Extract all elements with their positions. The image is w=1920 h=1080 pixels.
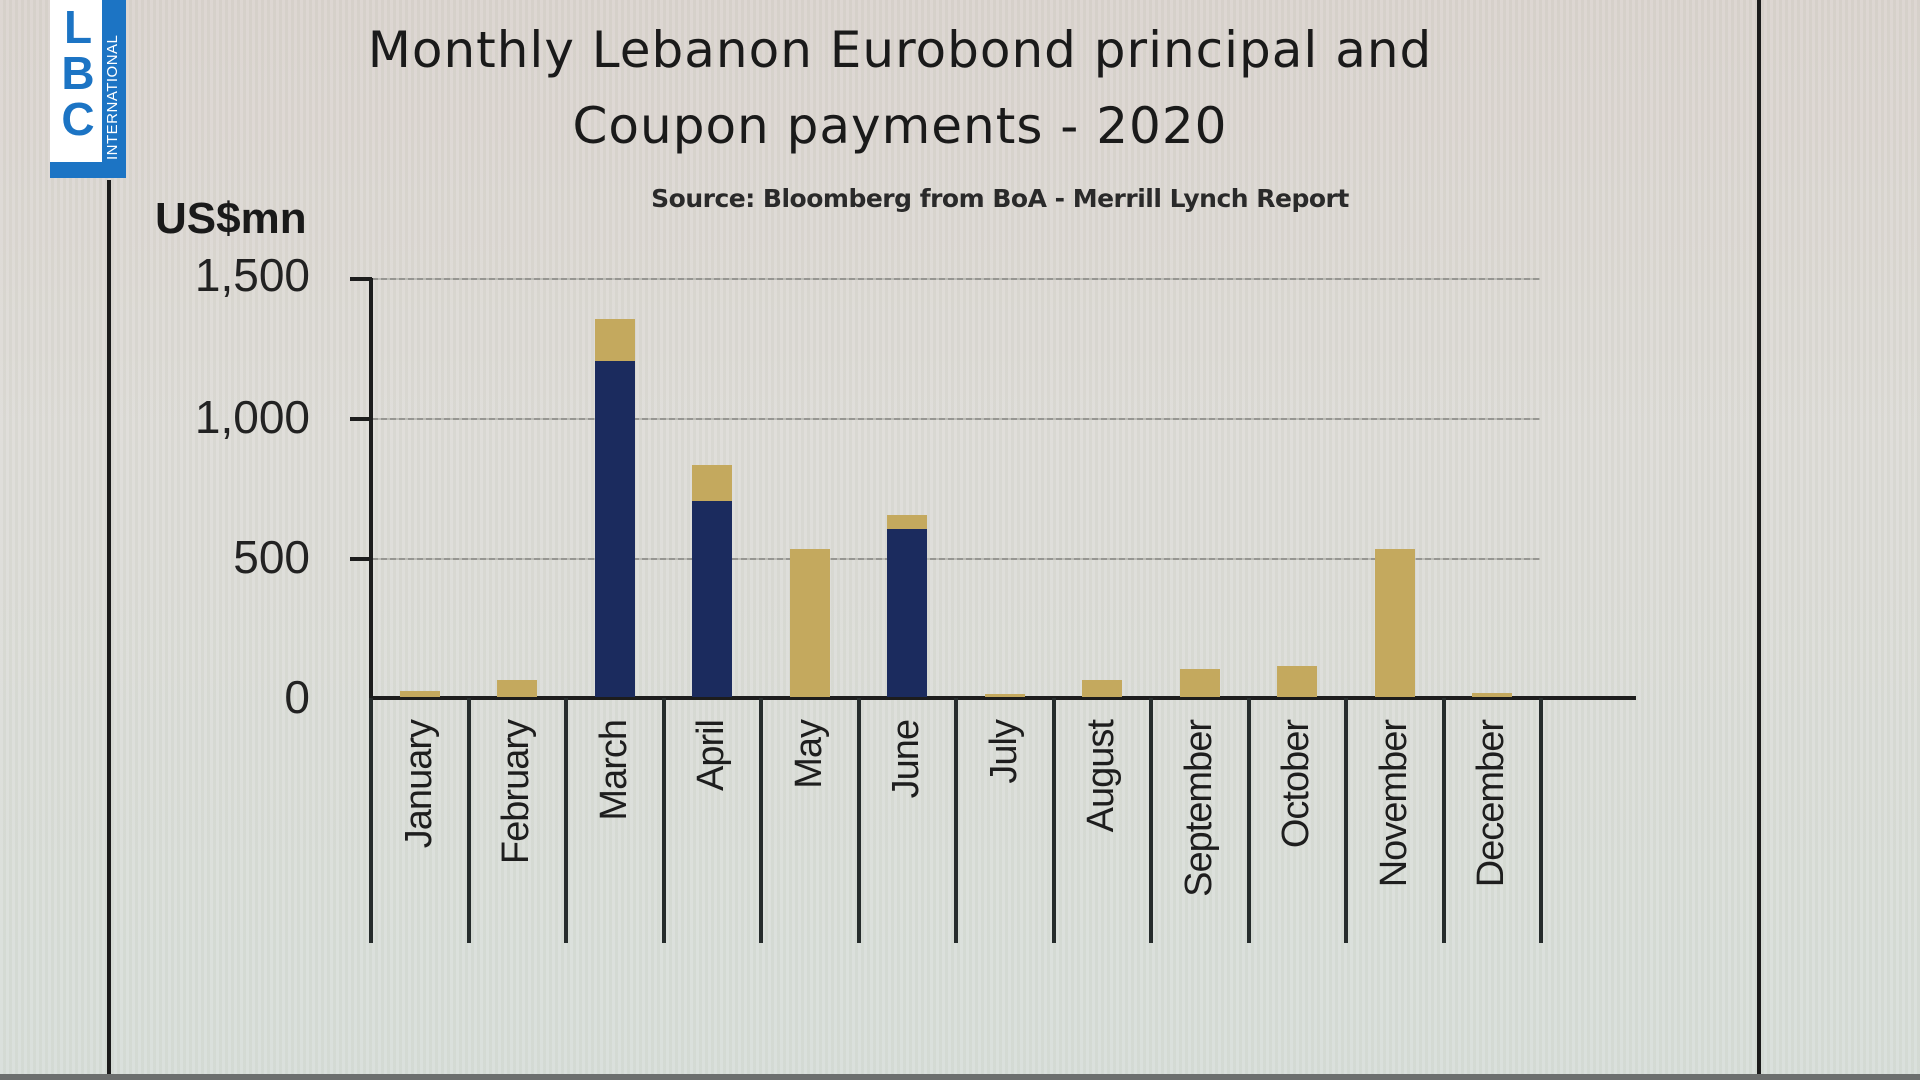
y-tick-mark [350, 417, 372, 421]
x-axis [369, 696, 1636, 700]
bar-september [1179, 669, 1220, 697]
bar-segment-coupon [399, 691, 440, 697]
bar-july [984, 694, 1025, 697]
category-separator [954, 698, 958, 943]
category-separator [1149, 698, 1153, 943]
category-separator [759, 698, 763, 943]
logo-white-panel [50, 0, 102, 162]
monitor-frame-left [107, 180, 111, 1080]
bar-december [1472, 692, 1513, 697]
category-separator [1441, 698, 1446, 943]
bar-segment-coupon [1179, 669, 1220, 697]
category-separator [661, 698, 666, 943]
monitor-frame-right [1757, 0, 1761, 1080]
bar-february [497, 680, 538, 697]
y-tick-label: 0 [284, 671, 310, 723]
logo-blue-strip [102, 0, 126, 178]
gridline-1000 [372, 418, 1540, 420]
y-tick-mark [350, 557, 372, 561]
bar-april [692, 464, 733, 697]
bar-march [594, 319, 635, 697]
y-tick-mark [350, 277, 372, 281]
monitor-frame-bottom [0, 1074, 1920, 1080]
category-separator [1246, 698, 1251, 943]
x-tick-label: September [1177, 720, 1220, 897]
chart-title: Monthly Lebanon Eurobond principal and C… [200, 12, 1600, 164]
bar-segment-coupon [887, 515, 928, 529]
bar-november [1374, 548, 1415, 697]
category-separator [564, 698, 568, 943]
bar-segment-coupon [497, 680, 538, 697]
y-tick-label: 500 [233, 531, 310, 583]
x-tick-label: March [592, 720, 635, 821]
category-separator [1539, 698, 1543, 943]
bar-october [1277, 666, 1318, 697]
category-separator [466, 698, 471, 943]
x-tick-label: July [982, 720, 1025, 784]
x-tick-label: February [495, 720, 538, 865]
gridline-1500 [372, 278, 1540, 280]
bar-segment-coupon [984, 694, 1025, 697]
logo-letter: C [61, 93, 95, 145]
chart-title-line1: Monthly Lebanon Eurobond principal and [367, 21, 1433, 79]
bar-august [1082, 680, 1123, 697]
bar-segment-coupon [1277, 666, 1318, 697]
x-tick-label: April [690, 720, 733, 792]
bar-segment-coupon [789, 548, 830, 697]
x-tick-label: November [1372, 720, 1415, 888]
logo-letters: L B C [58, 4, 98, 142]
x-tick-label: May [787, 720, 830, 789]
bar-segment-principal [887, 529, 928, 697]
y-tick-label: 1,000 [194, 391, 310, 443]
x-tick-label: August [1080, 720, 1123, 833]
bar-may [789, 548, 830, 697]
logo-letter: B [61, 47, 95, 99]
x-tick-label: January [397, 720, 440, 849]
bar-segment-principal [692, 500, 733, 697]
bar-segment-coupon [1082, 680, 1123, 697]
category-separator [369, 698, 373, 943]
bar-january [399, 691, 440, 697]
x-tick-label: October [1275, 720, 1318, 849]
y-axis [369, 278, 373, 698]
logo-blue-base [50, 162, 126, 178]
x-tick-label: December [1470, 720, 1513, 888]
gridline-500 [372, 558, 1540, 560]
category-separator [1344, 698, 1348, 943]
bar-segment-coupon [594, 319, 635, 361]
category-separator [1051, 698, 1056, 943]
chart-title-line2: Coupon payments - 2020 [572, 97, 1228, 155]
bar-segment-principal [594, 361, 635, 697]
bar-june [887, 515, 928, 697]
bar-segment-coupon [1472, 692, 1513, 697]
x-tick-label: June [885, 720, 928, 799]
bar-segment-coupon [692, 464, 733, 501]
category-separator [856, 698, 861, 943]
bar-segment-coupon [1374, 548, 1415, 697]
logo-letter: L [63, 1, 93, 53]
y-axis-unit: US$mn [155, 194, 307, 243]
y-tick-label: 1,500 [194, 249, 310, 301]
chart-source: Source: Bloomberg from BoA - Merrill Lyn… [651, 184, 1349, 213]
lbc-logo: L B C INTERNATIONAL [50, 0, 126, 178]
